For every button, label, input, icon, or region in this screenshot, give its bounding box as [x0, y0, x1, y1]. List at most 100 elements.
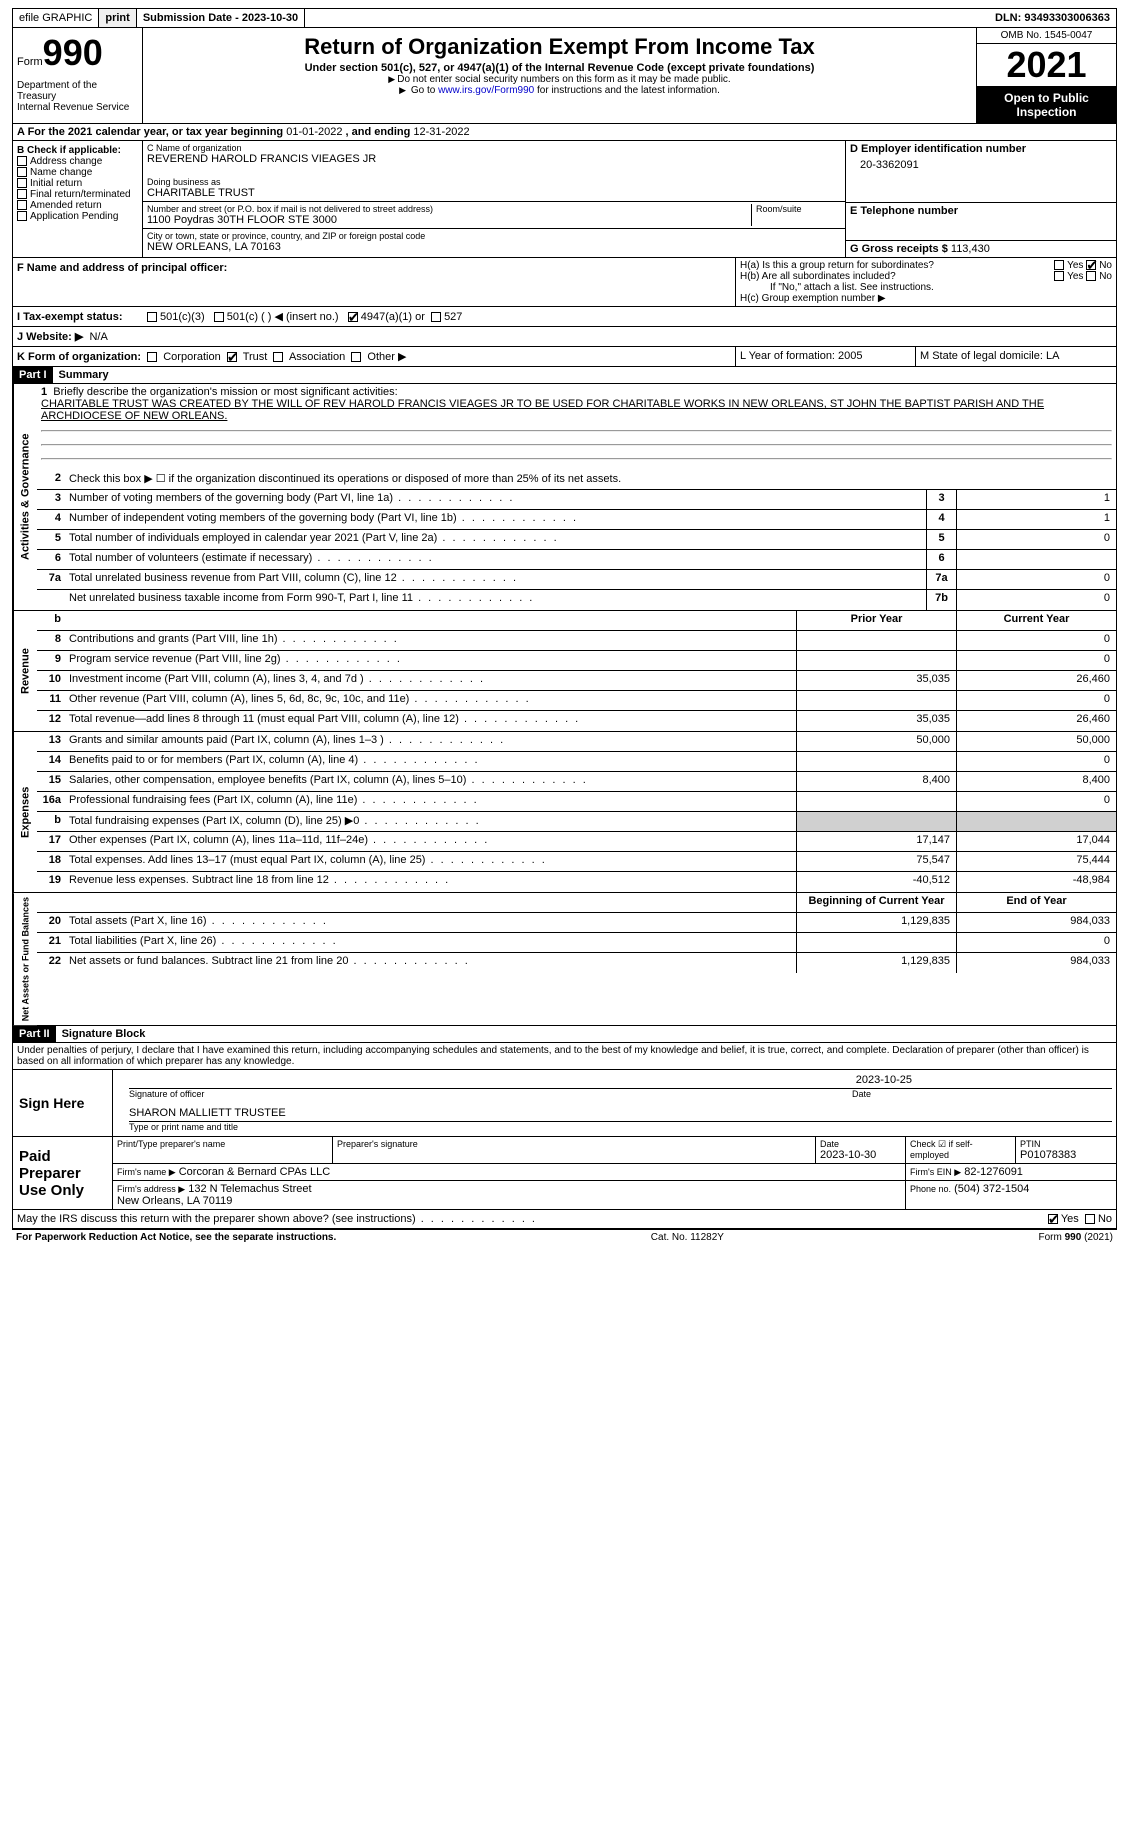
gval: 1 [956, 510, 1116, 529]
no-lbl: No [1099, 260, 1112, 271]
city: NEW ORLEANS, LA 70163 [147, 241, 841, 253]
ein-lbl: D Employer identification number [850, 143, 1112, 155]
line-16a: 16a Professional fundraising fees (Part … [37, 792, 1116, 812]
revenue-grid: Revenue b Prior Year Current Year 8 Cont… [12, 611, 1117, 732]
line2: 2 Check this box ▶ ☐ if the organization… [37, 470, 1116, 490]
gtxt: Total number of volunteers (estimate if … [65, 550, 926, 569]
gbox: 4 [926, 510, 956, 529]
gnum: 21 [37, 933, 65, 952]
curr: 0 [956, 691, 1116, 710]
chk-amended-lbl: Amended return [30, 200, 102, 211]
chk-initial[interactable]: Initial return [17, 178, 138, 189]
chk-amended[interactable]: Amended return [17, 200, 138, 211]
yes-lbl: Yes [1067, 260, 1083, 271]
l1-lbl: Briefly describe the organization's miss… [53, 386, 397, 398]
paid-row1: Print/Type preparer's name Preparer's si… [113, 1137, 1116, 1164]
hb-yes[interactable] [1054, 271, 1064, 281]
chk-pending[interactable]: Application Pending [17, 211, 138, 222]
discuss-no[interactable] [1085, 1214, 1095, 1224]
prior: 1,129,835 [796, 913, 956, 932]
arrow-icon [399, 85, 408, 96]
p-ptin: P01078383 [1020, 1149, 1112, 1161]
chk-corp[interactable] [147, 352, 157, 362]
chk-assoc[interactable] [273, 352, 283, 362]
chk-501c[interactable] [214, 312, 224, 322]
p-date: 2023-10-30 [820, 1149, 901, 1161]
paid-grid: Print/Type preparer's name Preparer's si… [113, 1137, 1116, 1209]
chk-name[interactable]: Name change [17, 167, 138, 178]
curr: 0 [956, 752, 1116, 771]
paid-row2: Firm's name ▶ Corcoran & Bernard CPAs LL… [113, 1164, 1116, 1181]
gval: 0 [956, 570, 1116, 589]
gnum: 14 [37, 752, 65, 771]
o-corp: Corporation [163, 351, 220, 363]
discuss-yes[interactable] [1048, 1214, 1058, 1224]
topbar-spacer [305, 15, 989, 21]
chk-other[interactable] [351, 352, 361, 362]
row-k-lbl: K Form of organization: [17, 351, 141, 363]
gtxt: Other expenses (Part IX, column (A), lin… [65, 832, 796, 851]
chk-address[interactable]: Address change [17, 156, 138, 167]
gbox: 3 [926, 490, 956, 509]
form-title: Return of Organization Exempt From Incom… [147, 34, 972, 60]
chk-trust[interactable] [227, 352, 237, 362]
prior: 17,147 [796, 832, 956, 851]
curr: 26,460 [956, 711, 1116, 731]
o-assoc: Association [289, 351, 345, 363]
instr-goto: Go to [411, 85, 438, 96]
chk-4947[interactable] [348, 312, 358, 322]
gnum: b [37, 812, 65, 831]
o-trust: Trust [243, 351, 268, 363]
col-c: C Name of organization REVEREND HAROLD F… [143, 141, 846, 257]
line-4: 4 Number of independent voting members o… [37, 510, 1116, 530]
p-self-lbl: Check ☑ if self-employed [910, 1139, 1011, 1160]
line-8: 8 Contributions and grants (Part VIII, l… [37, 631, 1116, 651]
org-name-lbl: C Name of organization [147, 143, 841, 153]
d-yes: Yes [1061, 1213, 1079, 1225]
gtxt: Total expenses. Add lines 13–17 (must eq… [65, 852, 796, 871]
na-sp2 [65, 893, 796, 912]
chk-final[interactable]: Final return/terminated [17, 189, 138, 200]
line-15: 15 Salaries, other compensation, employe… [37, 772, 1116, 792]
o-527: 527 [444, 311, 462, 323]
irs-link[interactable]: www.irs.gov/Form990 [438, 85, 534, 96]
row-j: J Website: ▶ N/A [12, 327, 1117, 347]
ein-cell: D Employer identification number 20-3362… [846, 141, 1116, 203]
hb-no[interactable] [1086, 271, 1096, 281]
col-b: B Check if applicable: Address change Na… [13, 141, 143, 257]
gval [956, 550, 1116, 569]
print-button[interactable]: print [99, 9, 136, 27]
line-13: 13 Grants and similar amounts paid (Part… [37, 732, 1116, 752]
n2: 2 [37, 470, 65, 489]
gbox: 6 [926, 550, 956, 569]
line-18: 18 Total expenses. Add lines 13–17 (must… [37, 852, 1116, 872]
yes-lbl2: Yes [1067, 271, 1083, 282]
gnum [37, 590, 65, 610]
date-lbl: Date [852, 1089, 1112, 1099]
vtab-activities: Activities & Governance [13, 384, 37, 610]
chk-527[interactable] [431, 312, 441, 322]
curr: 0 [956, 933, 1116, 952]
part2-hdr: Part II Signature Block [12, 1026, 1117, 1043]
firm-ein-lbl: Firm's EIN ▶ [910, 1167, 961, 1177]
rev-n-b: b [37, 611, 65, 630]
gtxt: Number of voting members of the governin… [65, 490, 926, 509]
line-17: 17 Other expenses (Part IX, column (A), … [37, 832, 1116, 852]
gtxt: Number of independent voting members of … [65, 510, 926, 529]
expenses-grid: Expenses 13 Grants and similar amounts p… [12, 732, 1117, 893]
line-22: 22 Net assets or fund balances. Subtract… [37, 953, 1116, 973]
curr: 8,400 [956, 772, 1116, 791]
curr: 75,444 [956, 852, 1116, 871]
row-f: F Name and address of principal officer: [13, 258, 736, 306]
gtxt: Total number of individuals employed in … [65, 530, 926, 549]
form-word: Form [17, 56, 43, 68]
activities-grid: Activities & Governance 1 Briefly descri… [12, 384, 1117, 611]
hdr-curr: Current Year [956, 611, 1116, 630]
chk-501c3[interactable] [147, 312, 157, 322]
ein: 20-3362091 [850, 155, 1112, 171]
ha-no[interactable] [1086, 260, 1096, 270]
sign-fields: 2023-10-25 Signature of officerDate SHAR… [113, 1070, 1116, 1136]
addr-lbl: Number and street (or P.O. box if mail i… [147, 204, 751, 214]
tax-year: 2021 [977, 44, 1116, 87]
ha-yes[interactable] [1054, 260, 1064, 270]
